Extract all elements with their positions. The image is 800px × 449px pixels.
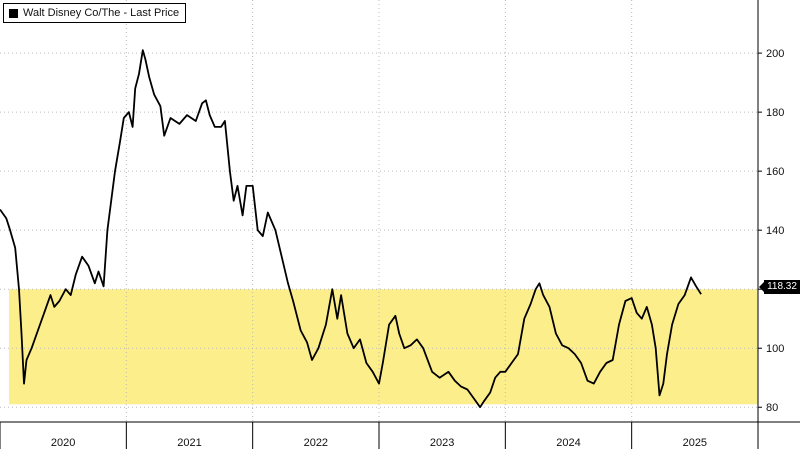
x-tick-label: 2020 [51,437,75,449]
legend-swatch-icon [9,8,18,18]
y-tick-label: 140 [766,225,784,237]
x-tick-label: 2021 [177,437,201,449]
last-price-tag: 118.32 [759,280,800,294]
series-layer [0,49,702,409]
highlight-band-layer [9,289,758,405]
x-tick-label: 2024 [556,437,580,449]
y-tick-label: 200 [766,48,784,60]
x-tick-label: 2022 [304,437,328,449]
x-tick-label: 2025 [683,437,707,449]
y-tick-label: 180 [766,107,784,119]
highlight-band [9,289,758,405]
y-tick-label: 160 [766,166,784,178]
legend: Walt Disney Co/The - Last Price [3,3,187,23]
x-tick-label: 2023 [430,437,454,449]
y-tick-label: 80 [766,402,778,414]
legend-label: Walt Disney Co/The - Last Price [23,7,180,19]
y-tick-layer: 80100120140160180200 [758,48,784,414]
y-tick-label: 100 [766,343,784,355]
x-tick-layer: 2020 2021 2022 2023 2024 2025 [0,422,759,449]
series-line [0,49,702,409]
